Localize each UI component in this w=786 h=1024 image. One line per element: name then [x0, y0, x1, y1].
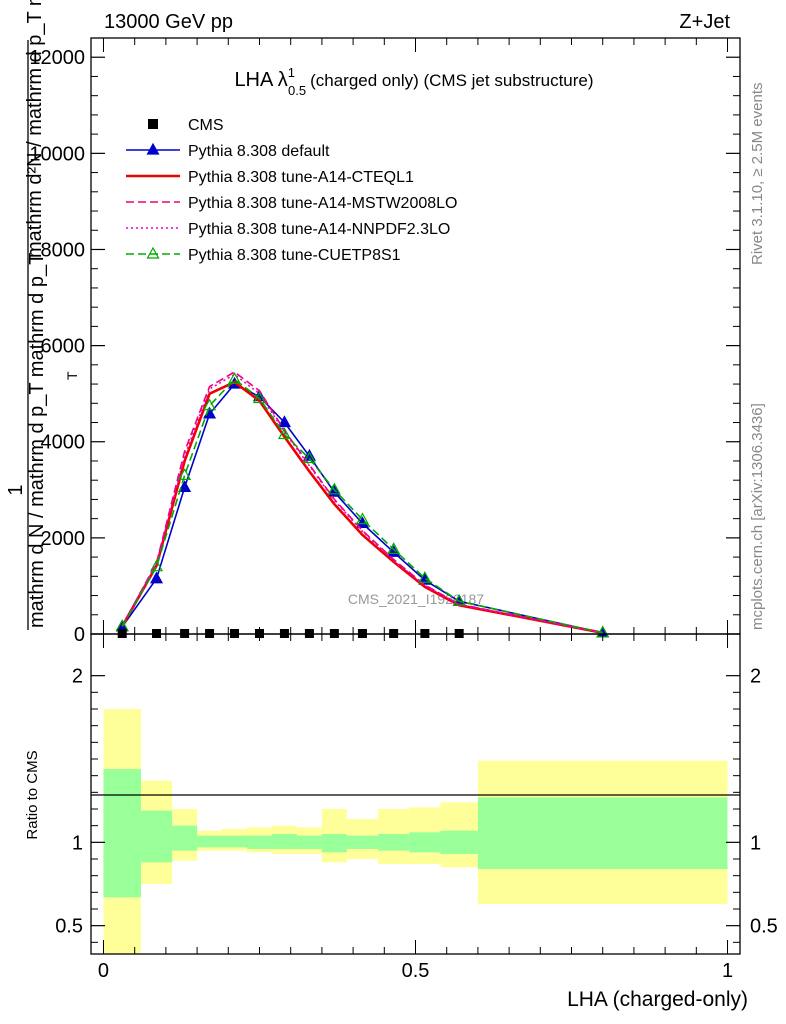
x-tick-label: 0.5	[402, 960, 430, 982]
ratio-stat-band	[103, 769, 141, 898]
main-panel: 0 2000 4000 6000 8000 10000 12000 LHA λ1 0.5 (ch…	[29, 37, 741, 646]
ratio-panel: 0.5 0.5 1 1 2 2 0 0.5 1 Ratio to CMS LHA (charge…	[24, 633, 778, 1011]
main-title: LHA λ1 0.5 (charged only) (CMS jet substru…	[234, 65, 593, 98]
series-marker-4	[150, 559, 164, 572]
series-marker-4	[302, 451, 316, 464]
energy-label: 13000 GeV pp	[104, 11, 233, 33]
xlabel: LHA (charged-only)	[567, 988, 748, 1011]
legend-label: Pythia 8.308 tune-CUETP8S1	[188, 247, 401, 264]
ratio-stat-band	[378, 834, 410, 851]
series-line-0	[121, 383, 603, 634]
series-marker-4	[277, 427, 291, 440]
legend-label: Pythia 8.308 tune-A14-MSTW2008LO	[188, 195, 457, 212]
ylabel-denominator: mathrm d N / mathrm d p_T mathrm d p_T	[26, 253, 48, 628]
legend-label: Pythia 8.308 tune-A14-NNPDF2.3LO	[188, 221, 450, 238]
ratio-stat-band	[140, 810, 173, 863]
series-marker-0	[277, 415, 291, 428]
ratio-bands	[103, 709, 728, 954]
series-marker-4	[228, 372, 242, 384]
ratio-stat-band	[172, 825, 198, 851]
ylabel-top: mathrm d²N / mathrm d p_T mathrm d lambd…	[24, 0, 46, 258]
ylabel-subscript: T	[64, 371, 80, 380]
ratio-stat-band	[222, 835, 248, 848]
series-line-3	[121, 373, 603, 634]
process-label: Z+Jet	[679, 11, 730, 33]
legend-label: Pythia 8.308 tune-A14-CTEQL1	[188, 169, 414, 186]
ratio-stat-band	[440, 830, 478, 854]
y-tick-label: 6000	[41, 336, 86, 358]
series-marker-4	[178, 468, 192, 480]
series-marker-4	[387, 542, 401, 555]
series-marker-4	[327, 482, 341, 495]
series-marker-4	[355, 512, 369, 525]
ratio-ylabel: Ratio to CMS	[24, 750, 41, 839]
ratio-stat-band	[296, 835, 322, 849]
ratio-ticks: 0.5 0.5 1 1 2 2 0 0.5 1	[55, 634, 778, 982]
y-tick-label: 12000	[29, 47, 85, 69]
ratio-stat-band	[247, 835, 272, 849]
legend-marker-0	[146, 142, 160, 155]
y-tick-label: 2000	[41, 528, 86, 550]
legend-marker-4	[146, 246, 160, 259]
series-marker-4	[418, 571, 432, 583]
x-tick-label: 1	[722, 960, 733, 982]
series-marker-0	[178, 480, 192, 493]
legend-label: Pythia 8.308 default	[188, 143, 330, 160]
ratio-y-tick-label: 2	[72, 666, 83, 688]
legend: CMS Pythia 8.308 default Pythia 8.308 tune…	[126, 117, 457, 264]
main-series	[115, 371, 610, 638]
title-prefix: LHA λ	[234, 69, 287, 91]
ratio-stat-band	[409, 832, 441, 853]
y-tick-label: 10000	[29, 143, 85, 165]
rivet-label: Rivet 3.1.10, ≥ 2.5M events	[749, 83, 766, 266]
ratio-y-tick-label-right: 1	[750, 832, 761, 854]
legend-marker-cms	[148, 119, 158, 129]
series-marker-4	[252, 391, 267, 404]
series-line-4	[121, 378, 603, 634]
legend-label: CMS	[188, 117, 224, 134]
series-marker-4	[203, 398, 217, 411]
series-marker-4	[452, 594, 466, 606]
ratio-y-tick-label-right: 0.5	[750, 916, 778, 938]
x-tick-label: 0	[98, 960, 109, 982]
ratio-y-tick-label: 1	[72, 832, 83, 854]
ratio-y-tick-label-right: 2	[750, 666, 761, 688]
main-ylabel: 1 mathrm d N / mathrm d p_T mathrm d p_T…	[5, 0, 80, 630]
ratio-stat-band	[271, 834, 297, 849]
ratio-stat-band	[321, 834, 347, 853]
title-superscript: 1	[288, 65, 295, 80]
mcplots-label: mcplots.cern.ch [arXiv:1306.3436]	[749, 403, 766, 630]
main-ticks: 0 2000 4000 6000 8000 10000 12000	[29, 38, 740, 646]
y-tick-label: 4000	[41, 432, 86, 454]
series-marker-0	[150, 571, 164, 584]
title-subscript: 0.5	[288, 83, 306, 98]
ylabel-numerator: 1	[5, 484, 27, 495]
ratio-stat-band	[477, 797, 728, 869]
ratio-stat-band	[346, 835, 379, 849]
y-tick-label: 0	[74, 624, 85, 646]
ratio-y-tick-label: 0.5	[55, 916, 83, 938]
y-tick-label: 8000	[41, 239, 86, 261]
title-suffix: (charged only) (CMS jet substructure)	[310, 71, 593, 90]
ratio-stat-band	[197, 835, 223, 848]
